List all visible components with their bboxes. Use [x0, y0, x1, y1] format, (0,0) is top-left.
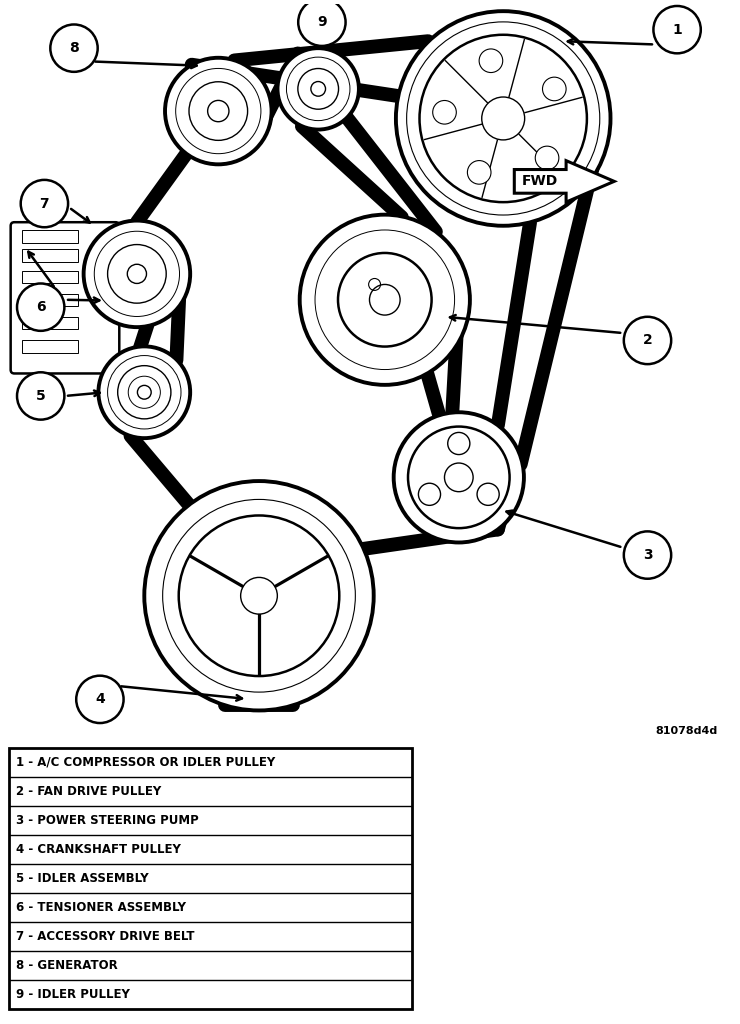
Text: 5: 5	[36, 389, 46, 403]
Circle shape	[468, 161, 491, 184]
Circle shape	[298, 0, 346, 46]
Circle shape	[479, 49, 502, 73]
Circle shape	[278, 48, 359, 130]
Circle shape	[84, 220, 190, 327]
Text: 6 - TENSIONER ASSEMBLY: 6 - TENSIONER ASSEMBLY	[16, 900, 186, 913]
Text: 1 - A/C COMPRESSOR OR IDLER PULLEY: 1 - A/C COMPRESSOR OR IDLER PULLEY	[16, 756, 275, 769]
Circle shape	[240, 578, 278, 614]
Circle shape	[445, 463, 473, 492]
Text: FWD: FWD	[522, 174, 558, 188]
Text: 7 - ACCESSORY DRIVE BELT: 7 - ACCESSORY DRIVE BELT	[16, 930, 195, 943]
Bar	[22, 270, 78, 284]
Bar	[22, 249, 78, 262]
Polygon shape	[514, 161, 614, 202]
Text: 2: 2	[642, 334, 653, 347]
FancyBboxPatch shape	[10, 222, 119, 374]
Circle shape	[50, 25, 98, 72]
Circle shape	[394, 413, 524, 543]
Circle shape	[482, 97, 525, 140]
Text: 8 - GENERATOR: 8 - GENERATOR	[16, 958, 118, 972]
Text: 2 - FAN DRIVE PULLEY: 2 - FAN DRIVE PULLEY	[16, 784, 161, 798]
Text: 7: 7	[39, 197, 50, 211]
Bar	[22, 340, 78, 352]
Circle shape	[369, 285, 400, 315]
Text: 6: 6	[36, 300, 46, 314]
Text: 4 - CRANKSHAFT PULLEY: 4 - CRANKSHAFT PULLEY	[16, 843, 181, 856]
Circle shape	[300, 215, 470, 385]
Bar	[22, 230, 78, 243]
Text: 9 - IDLER PULLEY: 9 - IDLER PULLEY	[16, 987, 130, 1000]
Circle shape	[76, 676, 124, 723]
Bar	[22, 316, 78, 330]
Text: 3: 3	[642, 548, 653, 562]
Circle shape	[477, 483, 500, 506]
Circle shape	[208, 100, 229, 122]
Circle shape	[17, 373, 64, 420]
Circle shape	[165, 57, 272, 164]
Circle shape	[448, 432, 470, 455]
Text: 4: 4	[95, 692, 105, 707]
Circle shape	[138, 385, 151, 399]
Text: 8: 8	[69, 41, 79, 55]
Text: 81078d4d: 81078d4d	[656, 726, 718, 736]
Circle shape	[311, 82, 326, 96]
Circle shape	[98, 346, 190, 438]
Circle shape	[624, 531, 671, 579]
Text: 9: 9	[317, 15, 327, 30]
Circle shape	[396, 11, 610, 225]
Circle shape	[418, 483, 440, 506]
Circle shape	[535, 146, 559, 170]
Text: 5 - IDLER ASSEMBLY: 5 - IDLER ASSEMBLY	[16, 871, 149, 885]
Text: 1: 1	[672, 23, 682, 37]
Circle shape	[542, 77, 566, 100]
Circle shape	[127, 264, 147, 284]
Circle shape	[21, 180, 68, 227]
Circle shape	[653, 6, 701, 53]
Circle shape	[624, 316, 671, 365]
Circle shape	[17, 284, 64, 331]
Circle shape	[144, 481, 374, 711]
Circle shape	[433, 100, 457, 124]
Text: 3 - POWER STEERING PUMP: 3 - POWER STEERING PUMP	[16, 813, 199, 826]
Bar	[22, 294, 78, 306]
